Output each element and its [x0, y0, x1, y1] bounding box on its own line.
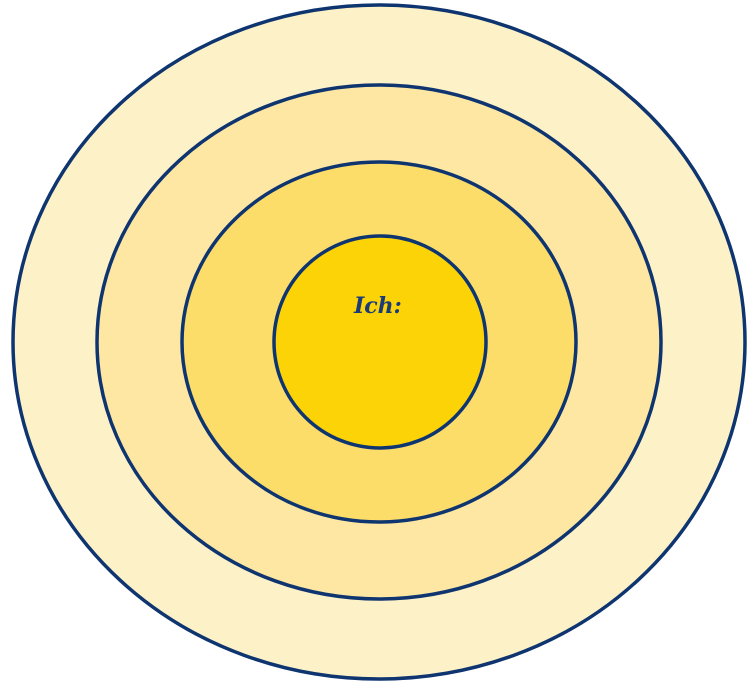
ring-center — [272, 234, 488, 450]
center-label: Ich: — [353, 293, 402, 319]
